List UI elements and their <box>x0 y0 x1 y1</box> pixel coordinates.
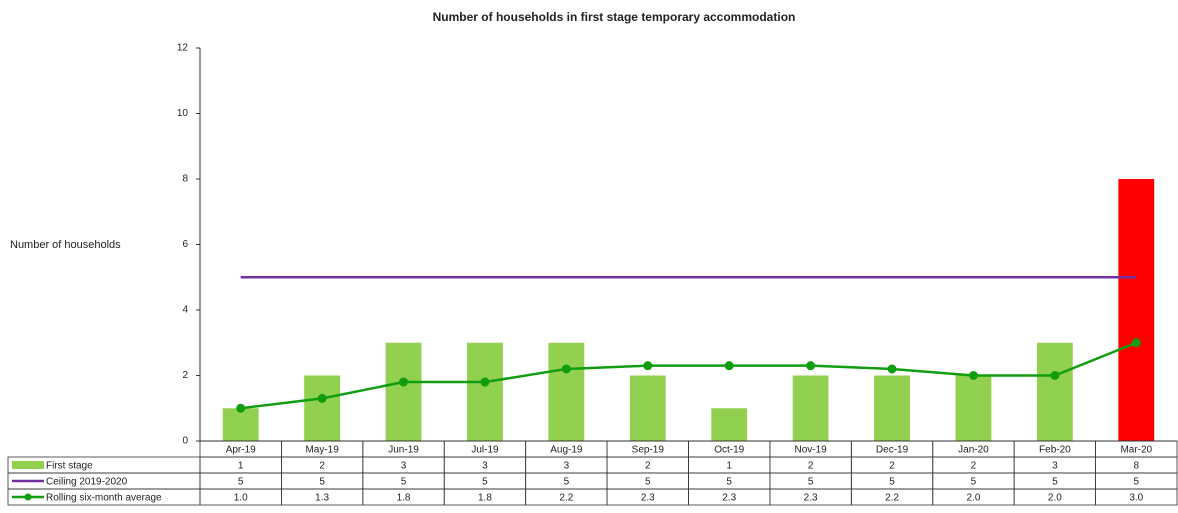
line-marker <box>643 361 653 371</box>
legend-label: Ceiling 2019-2020 <box>46 477 128 488</box>
table-value: 1.3 <box>315 493 329 504</box>
y-tick-label: 0 <box>182 436 188 447</box>
table-value: 5 <box>238 477 244 488</box>
table-value: 8 <box>1134 461 1140 472</box>
table-value: 2.0 <box>1048 493 1062 504</box>
bar <box>385 342 422 441</box>
x-tick-label: Jan-20 <box>958 445 989 456</box>
x-tick-label: Nov-19 <box>795 445 828 456</box>
x-tick-label: Dec-19 <box>876 445 909 456</box>
table-value: 5 <box>889 477 895 488</box>
table-value: 5 <box>482 477 488 488</box>
line-marker <box>480 377 490 387</box>
x-tick-label: Jun-19 <box>388 445 419 456</box>
line-marker <box>236 403 246 413</box>
legend-swatch <box>24 493 32 501</box>
table-value: 1.0 <box>234 493 248 504</box>
line-marker <box>968 371 978 380</box>
bar <box>548 342 585 441</box>
table-value: 2 <box>889 461 895 472</box>
table-value: 3 <box>482 461 488 472</box>
bar <box>629 375 666 441</box>
table-value: 1 <box>726 461 732 472</box>
x-tick-label: Apr-19 <box>226 445 256 456</box>
table-value: 3 <box>401 461 407 472</box>
table-value: 5 <box>645 477 651 488</box>
bar <box>1036 342 1073 441</box>
table-value: 2 <box>319 461 325 472</box>
table-value: 5 <box>401 477 407 488</box>
legend-swatch <box>12 461 44 469</box>
line-marker <box>724 361 734 371</box>
y-tick-label: 2 <box>182 370 188 381</box>
line-marker <box>887 364 897 374</box>
x-tick-label: Feb-20 <box>1039 445 1071 456</box>
legend-label: First stage <box>46 461 93 472</box>
table-value: 3 <box>564 461 570 472</box>
bar <box>304 375 341 441</box>
table-value: 2.0 <box>967 493 981 504</box>
y-tick-label: 4 <box>182 305 188 316</box>
bar <box>1118 179 1155 441</box>
bar <box>955 375 992 441</box>
line-marker <box>1131 338 1141 348</box>
y-tick-label: 6 <box>182 239 188 250</box>
table-value: 2 <box>971 461 977 472</box>
table-value: 3.0 <box>1129 493 1143 504</box>
y-axis-label: Number of households <box>10 239 121 251</box>
table-value: 2 <box>808 461 814 472</box>
table-value: 5 <box>808 477 814 488</box>
bar <box>792 375 829 441</box>
legend-label: Rolling six-month average <box>46 493 162 504</box>
table-value: 5 <box>564 477 570 488</box>
x-tick-label: Oct-19 <box>714 445 744 456</box>
table-value: 3 <box>1052 461 1058 472</box>
bar <box>874 375 910 441</box>
table-value: 5 <box>726 477 732 488</box>
table-value: 2.2 <box>885 493 899 504</box>
line-marker <box>561 364 571 374</box>
line-marker <box>317 393 327 403</box>
x-tick-label: Mar-20 <box>1120 445 1152 456</box>
table-value: 2.3 <box>722 493 736 504</box>
x-tick-label: Jul-19 <box>471 445 499 456</box>
table-cell <box>1095 488 1178 506</box>
line-series <box>240 341 1137 410</box>
table-value: 5 <box>1052 477 1058 488</box>
table-value: 2 <box>645 461 651 472</box>
table-value: 1.8 <box>397 493 411 504</box>
y-tick-label: 10 <box>177 108 189 119</box>
bar <box>222 408 259 441</box>
x-tick-label: Sep-19 <box>632 445 665 456</box>
table-value: 1.8 <box>478 493 492 504</box>
table-value: 2.3 <box>804 493 818 504</box>
table-value: 1 <box>238 461 244 472</box>
table-value: 5 <box>971 477 977 488</box>
x-tick-label: Aug-19 <box>550 445 583 456</box>
y-tick-label: 12 <box>177 43 189 54</box>
line-marker <box>806 361 816 371</box>
table-value: 2.2 <box>559 493 573 504</box>
y-tick-label: 8 <box>182 174 188 185</box>
table-value: 2.3 <box>641 493 655 504</box>
bar <box>467 342 503 441</box>
table-value: 5 <box>319 477 325 488</box>
x-tick-label: May-19 <box>305 445 339 456</box>
table-value: 5 <box>1134 477 1140 488</box>
line-marker <box>1050 371 1060 380</box>
chart-title: Number of households in first stage temp… <box>433 10 796 24</box>
bar <box>711 408 748 441</box>
line-marker <box>399 377 409 387</box>
